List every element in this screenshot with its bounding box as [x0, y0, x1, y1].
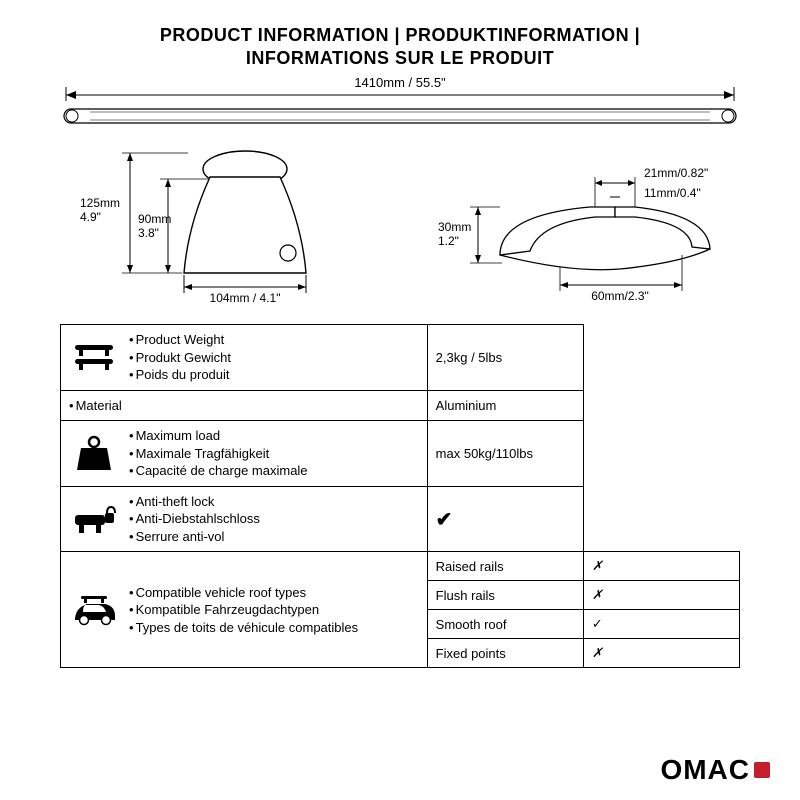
compat-name: Flush rails: [427, 581, 583, 610]
page-title: PRODUCT INFORMATION | PRODUKTINFORMATION…: [60, 24, 740, 69]
label: Maximale Tragfähigkeit: [129, 445, 308, 463]
brand-logo: OMAC: [660, 754, 770, 786]
crossbar-side-view: [60, 105, 740, 127]
label: Anti-theft lock: [129, 493, 260, 511]
compat-mark: ✗: [583, 552, 739, 581]
svg-text:21mm/0.82": 21mm/0.82": [644, 166, 708, 180]
value-cell: 2,3kg / 5lbs: [427, 325, 583, 391]
compat-mark: ✗: [583, 639, 739, 668]
weight-icon: [69, 434, 119, 474]
label: Serrure anti-vol: [129, 528, 260, 546]
table-row: Anti-theft lock Anti-Diebstahlschloss Se…: [61, 486, 740, 552]
overall-width-label: 1410mm / 55.5": [354, 75, 445, 90]
svg-text:104mm / 4.1": 104mm / 4.1": [210, 291, 281, 305]
value-cell: max 50kg/110lbs: [427, 421, 583, 487]
label: Capacité de charge maximale: [129, 462, 308, 480]
compat-name: Smooth roof: [427, 610, 583, 639]
label: Maximum load: [129, 427, 308, 445]
profile-diagram: 21mm/0.82" 11mm/0.4" 30mm 1.2" 60mm/2.3": [420, 145, 740, 310]
label: Kompatible Fahrzeugdachtypen: [129, 601, 358, 619]
table-row: Maximum load Maximale Tragfähigkeit Capa…: [61, 421, 740, 487]
label: Product Weight: [129, 331, 231, 349]
compat-name: Raised rails: [427, 552, 583, 581]
brand-dot-icon: [754, 762, 770, 778]
label: Material: [69, 397, 122, 415]
svg-text:1.2": 1.2": [438, 234, 459, 248]
value-cell: Aluminium: [427, 390, 583, 421]
svg-text:4.9": 4.9": [80, 210, 101, 224]
lock-icon: [69, 499, 119, 539]
value-cell: ✔: [427, 486, 583, 552]
spec-table: Product Weight Produkt Gewicht Poids du …: [60, 324, 740, 668]
label: Produkt Gewicht: [129, 349, 231, 367]
table-row: Product Weight Produkt Gewicht Poids du …: [61, 325, 740, 391]
compat-name: Fixed points: [427, 639, 583, 668]
svg-text:3.8": 3.8": [138, 226, 159, 240]
table-row: Material Aluminium: [61, 390, 740, 421]
svg-text:60mm/2.3": 60mm/2.3": [591, 289, 649, 303]
overall-width-dimension: 1410mm / 55.5": [60, 77, 740, 101]
label: Anti-Diebstahlschloss: [129, 510, 260, 528]
label: Poids du produit: [129, 366, 231, 384]
table-row: Compatible vehicle roof types Kompatible…: [61, 552, 740, 581]
svg-text:30mm: 30mm: [438, 220, 471, 234]
rails-icon: [69, 337, 119, 377]
brand-text: OMAC: [660, 754, 750, 786]
label: Types de toits de véhicule compatibles: [129, 619, 358, 637]
svg-text:125mm: 125mm: [80, 196, 120, 210]
title-line-2: INFORMATIONS SUR LE PRODUIT: [60, 47, 740, 70]
svg-text:11mm/0.4": 11mm/0.4": [644, 186, 701, 200]
car-icon: [69, 590, 119, 630]
title-line-1: PRODUCT INFORMATION | PRODUKTINFORMATION…: [60, 24, 740, 47]
compat-mark: ✗: [583, 581, 739, 610]
foot-diagram: 104mm / 4.1" 125mm 4.9" 90mm 3.8": [60, 145, 380, 310]
label: Compatible vehicle roof types: [129, 584, 358, 602]
compat-mark: ✓: [583, 610, 739, 639]
svg-text:90mm: 90mm: [138, 212, 171, 226]
